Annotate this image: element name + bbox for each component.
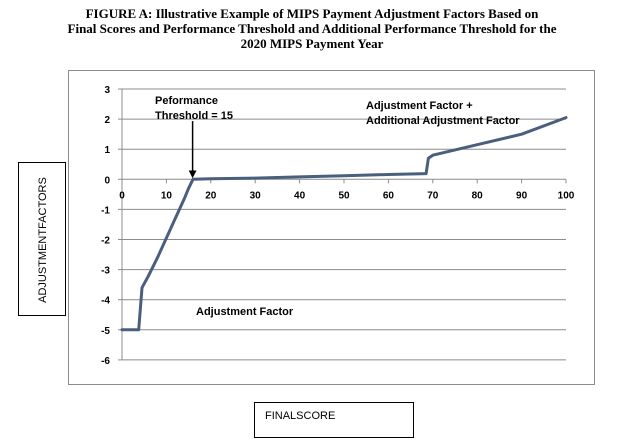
y-tick-label: 0 [104,175,110,186]
x-tick-label: 40 [294,190,306,201]
annotation-line: Threshold = 15 [155,110,233,122]
annotation-line: Peformance [155,95,218,107]
figure-title: FIGURE A: Illustrative Example of MIPS P… [0,6,624,51]
y-tick-label: 2 [104,115,110,126]
x-tick-label: 10 [161,190,173,201]
x-tick-label: 50 [338,190,350,201]
x-tick-label: 80 [472,190,484,201]
x-tick-label: 100 [558,190,575,201]
x-tick-label: 30 [250,190,262,201]
y-tick-label: 3 [104,85,110,96]
x-tick-label: 70 [427,190,439,201]
y-tick-label: -4 [101,296,110,307]
x-tick-label: 90 [516,190,528,201]
x-axis-label: FINALSCORE [265,410,336,422]
title-line-3: 2020 MIPS Payment Year [240,36,384,51]
annotation-line: Adjustment Factor [196,306,294,318]
y-tick-label: -2 [101,236,110,247]
adjustment-factor-line [120,116,568,332]
annotation-line: Adjustment Factor + [366,100,473,112]
title-line-1: FIGURE A: Illustrative Example of MIPS P… [85,6,539,21]
title-line-2: Final Scores and Performance Threshold a… [67,21,557,36]
y-tick-label: -6 [101,356,110,367]
y-tick-label: -5 [101,326,110,337]
y-tick-label: -3 [101,266,110,277]
plot-frame [68,70,595,385]
x-tick-label: 0 [119,190,125,201]
annotation-label: Peformance Threshold = 15 [155,95,233,122]
annotation-line: Additional Adjustment Factor [366,115,520,127]
y-axis-label: ADJUSTMENTFACTORS [37,177,49,303]
y-tick-label: 1 [104,145,110,156]
x-axis-label-box: FINALSCORE [254,402,414,438]
y-axis-label-box: ADJUSTMENTFACTORS [18,162,66,316]
annotation-label: Adjustment Factor [196,306,294,318]
x-tick-label: 60 [383,190,395,201]
y-tick-label: -1 [101,205,110,216]
x-tick-label: 20 [205,190,217,201]
annotation-label: Adjustment Factor + Additional Adjustment… [366,100,520,127]
